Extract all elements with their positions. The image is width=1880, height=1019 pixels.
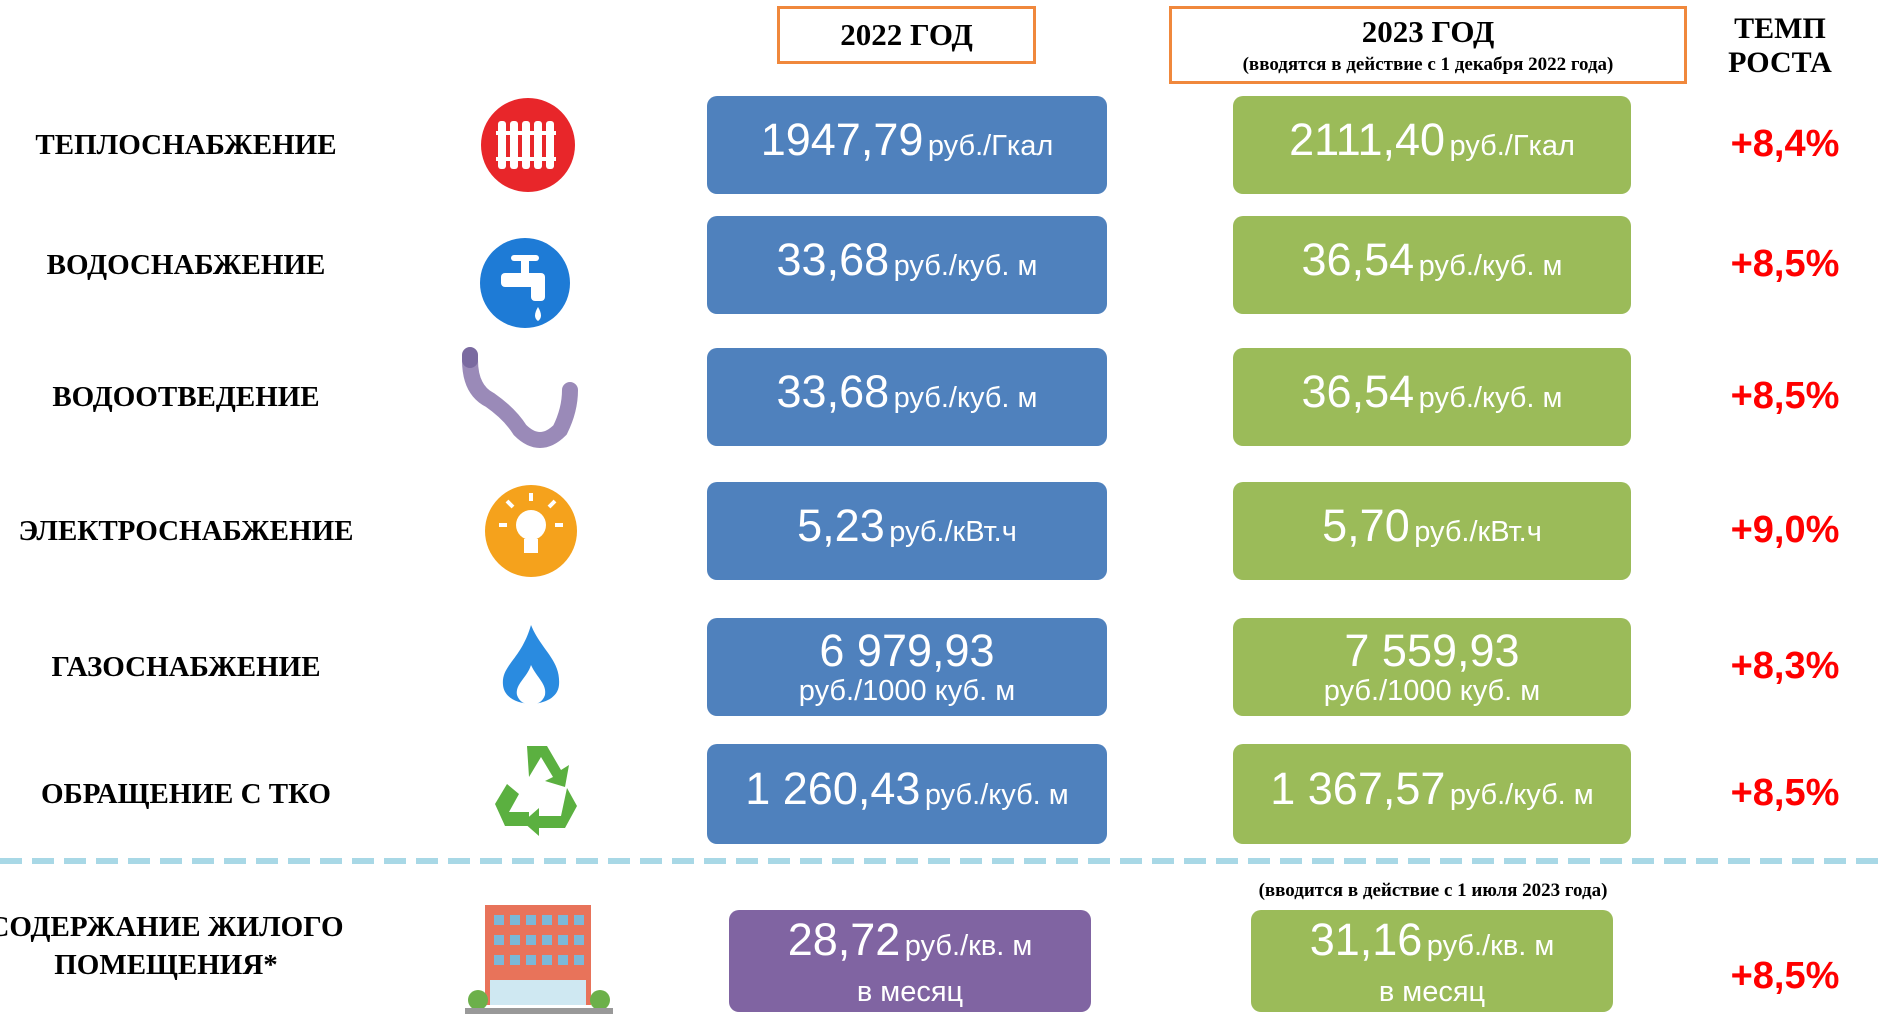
- tariff-box: 2111,40 руб./Гкал: [1233, 96, 1631, 194]
- tariff-box: 1947,79 руб./Гкал: [707, 96, 1107, 194]
- tariff-box: 5,70 руб./кВт.ч: [1233, 482, 1631, 580]
- tariff-box: 6 979,93 руб./1000 куб. м: [707, 618, 1107, 716]
- heating-icon: [481, 98, 575, 192]
- tariff-line: 36,54 руб./куб. м: [1302, 237, 1563, 293]
- growth: +8,3%: [1730, 645, 1840, 687]
- tariff-line: 1947,79 руб./Гкал: [761, 117, 1054, 173]
- header-label: 2022 ГОД: [840, 17, 973, 52]
- tariff-unit: руб./куб. м: [893, 249, 1038, 282]
- tariff-box: 33,68 руб./куб. м: [707, 216, 1107, 314]
- tariff-unit: руб./кв. м: [1426, 929, 1555, 962]
- tariff-box: 5,23 руб./кВт.ч: [707, 482, 1107, 580]
- water-icon: [480, 238, 570, 328]
- tariff-unit: руб./куб. м: [893, 381, 1038, 414]
- row-name: ТЕПЛОСНАБЖЕНИЕ: [35, 129, 337, 161]
- tariff-value: 1947,79: [760, 113, 924, 165]
- gas-icon: [502, 625, 560, 705]
- tariff-box: 36,54 руб./куб. м: [1233, 216, 1631, 314]
- tariff-line: 1 260,43 руб./куб. м: [745, 766, 1069, 822]
- growth: +8,5%: [1730, 955, 1840, 997]
- tariff-value: 1 367,57: [1270, 762, 1446, 814]
- tariff-unit: руб./кв. м: [904, 929, 1033, 962]
- tariff-value: 31,16: [1309, 913, 1423, 965]
- header-2022: 2022 ГОД: [777, 6, 1036, 64]
- tariff-line: 33,68 руб./куб. м: [777, 237, 1038, 293]
- tariff-line: 33,68 руб./куб. м: [777, 369, 1038, 425]
- header-note: (вводятся в действие с 1 декабря 2022 го…: [1242, 54, 1614, 75]
- tariff-box: 36,54 руб./куб. м: [1233, 348, 1631, 446]
- growth: +8,5%: [1730, 243, 1840, 285]
- growth: +8,4%: [1730, 123, 1840, 165]
- tariff-value: 33,68: [776, 233, 890, 285]
- building-icon: [465, 905, 613, 1014]
- tariff-unit: руб./кВт.ч: [1414, 515, 1542, 548]
- note: (вводится в действие с 1 июля 2023 года): [1258, 880, 1608, 901]
- tariff-value: 28,72: [787, 913, 901, 965]
- tariff-value: 36,54: [1301, 365, 1415, 417]
- tariff-value: 36,54: [1301, 233, 1415, 285]
- tariff-line: 36,54 руб./куб. м: [1302, 369, 1563, 425]
- tariff-unit: руб./куб. м: [1418, 249, 1563, 282]
- row-name: ГАЗОСНАБЖЕНИЕ: [51, 651, 321, 683]
- tariff-line: 1 367,57 руб./куб. м: [1270, 766, 1594, 822]
- tariff-box: 1 367,57 руб./куб. м: [1233, 744, 1631, 844]
- growth: +8,5%: [1730, 772, 1840, 814]
- tariff-value: 7 559,93: [1344, 625, 1520, 676]
- row-name: ВОДООТВЕДЕНИЕ: [52, 381, 320, 413]
- tariff-unit: руб./1000 куб. м: [1323, 675, 1541, 707]
- tariff-line: 5,23 руб./кВт.ч: [797, 503, 1017, 559]
- row-name: ВОДОСНАБЖЕНИЕ: [46, 249, 326, 281]
- tariff-value: 6 979,93: [819, 625, 995, 676]
- tariff-unit: руб./куб. м: [924, 778, 1069, 811]
- tariff-value: 33,68: [776, 365, 890, 417]
- electricity-icon: [485, 485, 577, 577]
- tariff-line: 5,70 руб./кВт.ч: [1322, 503, 1542, 559]
- tariff-line: 31,16 руб./кв. м: [1309, 913, 1555, 976]
- tariff-period: в месяц: [856, 975, 964, 1008]
- growth: +9,0%: [1730, 509, 1840, 551]
- tariff-value: 2111,40: [1289, 113, 1446, 165]
- tariff-box: 7 559,93 руб./1000 куб. м: [1233, 618, 1631, 716]
- tariff-period: в месяц: [1378, 975, 1486, 1008]
- growth: +8,5%: [1730, 375, 1840, 417]
- tariff-unit: руб./куб. м: [1449, 778, 1594, 811]
- sewer-icon: [462, 347, 578, 448]
- growth-header: ТЕМП РОСТА: [1728, 12, 1832, 79]
- tariff-box: 33,68 руб./куб. м: [707, 348, 1107, 446]
- tariff-unit: руб./1000 куб. м: [798, 675, 1016, 707]
- header-2023: 2023 ГОД (вводятся в действие с 1 декабря…: [1169, 6, 1687, 84]
- tariff-unit: руб./Гкал: [1449, 129, 1575, 162]
- tariff-value: 1 260,43: [745, 762, 921, 814]
- tariff-unit: руб./куб. м: [1418, 381, 1563, 414]
- tariff-line: 2111,40 руб./Гкал: [1289, 117, 1575, 173]
- tariff-box: 1 260,43 руб./куб. м: [707, 744, 1107, 844]
- tariff-value: 5,23: [797, 499, 885, 551]
- tariff-line: 28,72 руб./кв. м: [787, 913, 1033, 976]
- row-name: ОБРАЩЕНИЕ С ТКО: [41, 778, 331, 810]
- row-name: ЭЛЕКТРОСНАБЖЕНИЕ: [18, 515, 354, 547]
- row-name: СОДЕРЖАНИЕ ЖИЛОГО ПОМЕЩЕНИЯ*: [0, 911, 344, 981]
- header-label: 2023 ГОД: [1361, 14, 1495, 49]
- tariff-unit: руб./кВт.ч: [889, 515, 1017, 548]
- tariff-value: 5,70: [1322, 499, 1410, 551]
- tariff-unit: руб./Гкал: [927, 129, 1054, 162]
- recycle-icon: [495, 746, 577, 836]
